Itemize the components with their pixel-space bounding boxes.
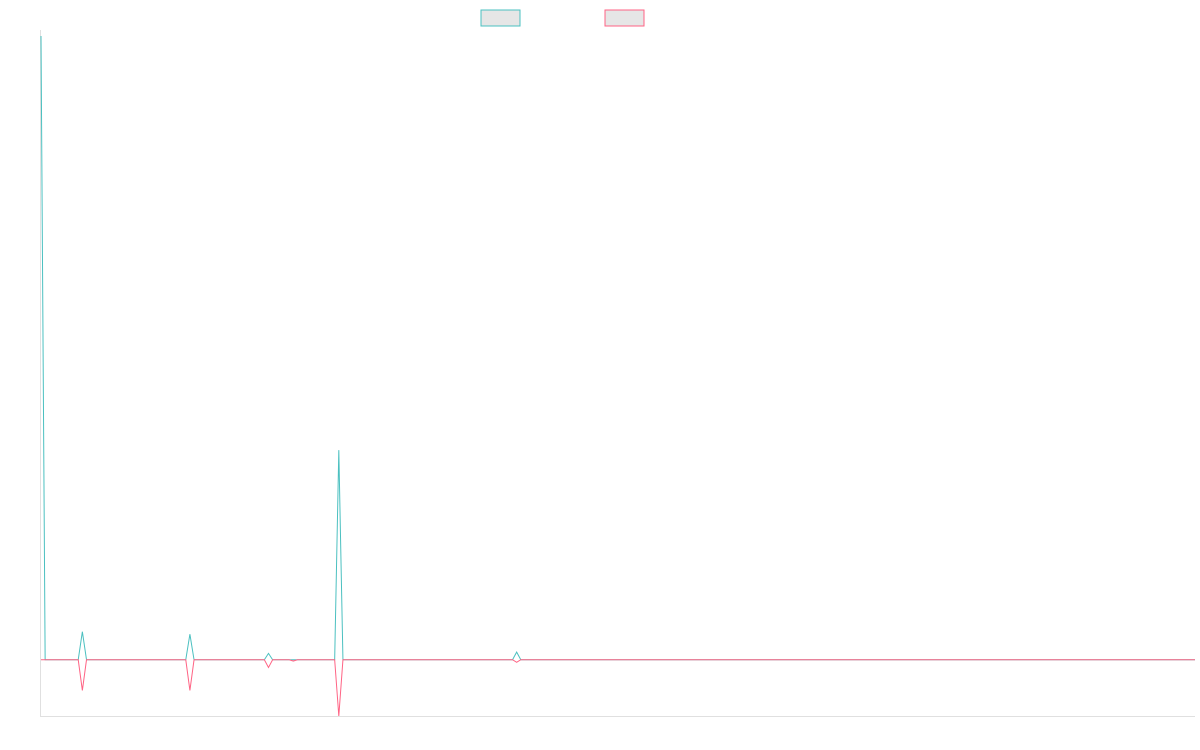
legend [480, 9, 645, 27]
legend-swatch-series-2[interactable] [604, 9, 645, 27]
legend-swatch-series-1[interactable] [480, 9, 521, 27]
series-layer [40, 35, 1195, 717]
series-line-1 [40, 35, 1195, 661]
axes [40, 30, 1195, 717]
series-line-2 [41, 659, 1195, 717]
